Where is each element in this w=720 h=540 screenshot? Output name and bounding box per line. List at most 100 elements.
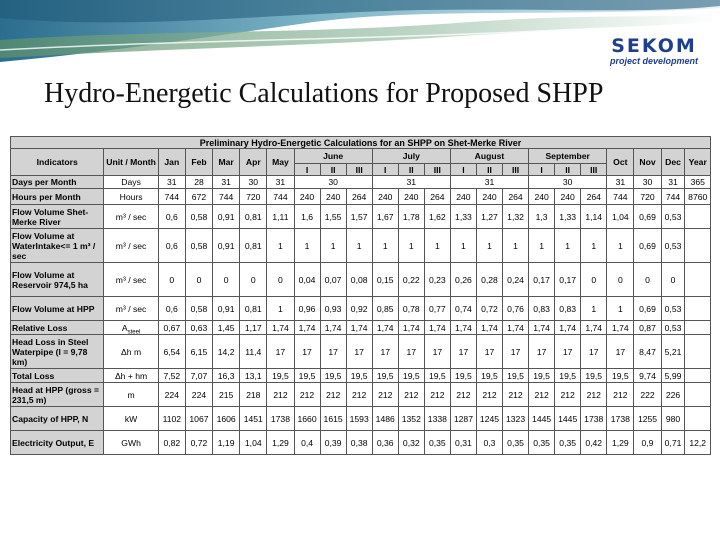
table-cell: 744: [266, 188, 295, 205]
table-cell: 0: [606, 262, 635, 297]
table-cell: 28: [184, 175, 214, 189]
calculations-table: Preliminary Hydro-Energetic Calculations…: [9, 136, 711, 455]
table-cell: 5,99: [660, 368, 686, 383]
table-cell: 17: [266, 334, 295, 369]
row-indicator: Flow Volume at WaterIntake<= 1 m³ / sec: [9, 228, 105, 263]
table-cell: 17: [371, 334, 399, 369]
table-cell: 0,28: [475, 262, 504, 297]
table-cell: 0: [266, 262, 295, 297]
table-cell: 17: [475, 334, 504, 369]
table-cell: 19,5: [502, 368, 530, 383]
table-cell: 224: [184, 382, 214, 407]
table-cell: 1352: [397, 406, 425, 431]
table-cell: 0,39: [319, 430, 347, 455]
table-cell: 1,74: [449, 320, 477, 335]
table-cell: 8760: [684, 188, 711, 205]
row-unit-text: m³ / sec: [115, 240, 147, 251]
table-cell: 0,78: [397, 296, 425, 321]
table-cell: 31: [371, 175, 451, 189]
header-month-group: September: [528, 148, 608, 164]
table-cell: 0,35: [423, 430, 451, 455]
table-cell: [684, 406, 711, 431]
row-indicator: Flow Volume at HPP: [9, 296, 105, 321]
row-unit-text: Δh m: [121, 346, 142, 357]
table-cell: 1,33: [554, 204, 582, 229]
table-cell: 0,9: [633, 430, 662, 455]
table-cell: 1,29: [606, 430, 635, 455]
table-cell: 212: [345, 382, 373, 407]
table-cell: [684, 382, 711, 407]
table-cell: 19,5: [266, 368, 295, 383]
table-cell: 744: [212, 188, 241, 205]
table-cell: [684, 368, 711, 383]
table-cell: 0,6: [157, 296, 186, 321]
table-cell: 672: [184, 188, 214, 205]
table-cell: 0,69: [633, 204, 662, 229]
table-cell: 1: [423, 228, 451, 263]
table-cell: [684, 228, 711, 263]
table-cell: 1,74: [319, 320, 347, 335]
table-row: Hours per Month Hours 744 672 744 720 744 240 24…: [9, 188, 711, 205]
table-cell: 0: [580, 262, 608, 297]
table-cell: 0,85: [371, 296, 399, 321]
table-cell: 1,57: [345, 204, 373, 229]
table-cell: 1255: [633, 406, 662, 431]
table-cell: 1,74: [502, 320, 530, 335]
row-unit: m³ / sec: [103, 228, 159, 263]
table-cell: 1,33: [449, 204, 477, 229]
table-subheader-row: I II III I II III I II III I II III: [11, 163, 711, 176]
table-cell: 19,5: [580, 368, 608, 383]
table-cell: 1: [554, 228, 582, 263]
table-cell: 1: [266, 296, 295, 321]
header-decade: I: [293, 163, 321, 176]
table-row: Flow Volume at HPP m³ / sec 0,6 0,58 0,91 0,8…: [9, 296, 711, 321]
table-cell: 240: [293, 188, 321, 205]
table-cell: 240: [554, 188, 582, 205]
table-cell: 1,29: [266, 430, 295, 455]
table-cell: 1,74: [528, 320, 556, 335]
table-cell: 31: [212, 175, 241, 189]
table-cell: 0,77: [423, 296, 451, 321]
table-cell: 30: [528, 175, 608, 189]
table-cell: 0,17: [528, 262, 556, 297]
table-cell: 1,11: [266, 204, 295, 229]
table-cell: 0,36: [371, 430, 399, 455]
row-unit: Days: [103, 175, 159, 189]
table-cell: 0,71: [660, 430, 686, 455]
table-cell: 5,21: [660, 334, 686, 369]
table-cell: 17: [293, 334, 321, 369]
table-cell: 212: [528, 382, 556, 407]
table-cell: 0,53: [660, 204, 686, 229]
header-decade: II: [554, 163, 582, 176]
table-cell: 1: [475, 228, 504, 263]
row-indicator: Capacity of HPP, N: [9, 406, 105, 431]
table-cell: 1,3: [528, 204, 556, 229]
table-cell: 1323: [502, 406, 530, 431]
table-cell: 17: [319, 334, 347, 369]
header-month: Feb: [184, 148, 214, 176]
row-unit-text: Hours: [119, 191, 143, 202]
row-indicator: Head at HPP (gross = 231,5 m): [9, 382, 105, 407]
table-cell: 1,17: [239, 320, 268, 335]
row-unit: GWh: [103, 430, 159, 455]
table-cell: 0,23: [423, 262, 451, 297]
table-cell: 212: [606, 382, 635, 407]
table-row: Flow Volume at WaterIntake<= 1 m³ / sec m…: [9, 228, 711, 263]
table-cell: 0,91: [212, 296, 241, 321]
header-decade: II: [397, 163, 425, 176]
table-cell: 1102: [157, 406, 186, 431]
table-row: Total Loss Δh + hm 7,52 7,07 16,3 13,1 19,5 19,…: [9, 368, 711, 383]
table-cell: 1: [606, 296, 635, 321]
table-row: Relative Loss Asteel 0,67 0,63 1,45 1,17 1,74 1…: [9, 320, 711, 335]
table-cell: 224: [157, 382, 186, 407]
table-cell: 0,04: [293, 262, 321, 297]
table-cell: 0,76: [502, 296, 530, 321]
header-decade: III: [580, 163, 608, 176]
table-cell: 0,4: [293, 430, 321, 455]
logo-tagline: project development: [609, 56, 698, 66]
table-cell: 0,6: [157, 228, 186, 263]
header-unit: Unit / Month: [103, 148, 159, 176]
row-unit-text: GWh: [121, 437, 141, 448]
row-unit-text: Δh + hm: [114, 370, 148, 381]
table-cell: 0,63: [184, 320, 214, 335]
